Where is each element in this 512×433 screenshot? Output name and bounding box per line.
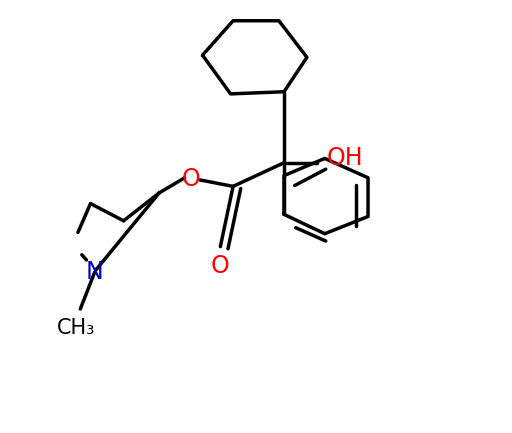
Text: CH₃: CH₃	[56, 318, 95, 338]
Text: O: O	[211, 254, 230, 278]
Text: N: N	[85, 260, 103, 284]
Text: OH: OH	[326, 146, 363, 171]
Text: O: O	[181, 167, 200, 191]
